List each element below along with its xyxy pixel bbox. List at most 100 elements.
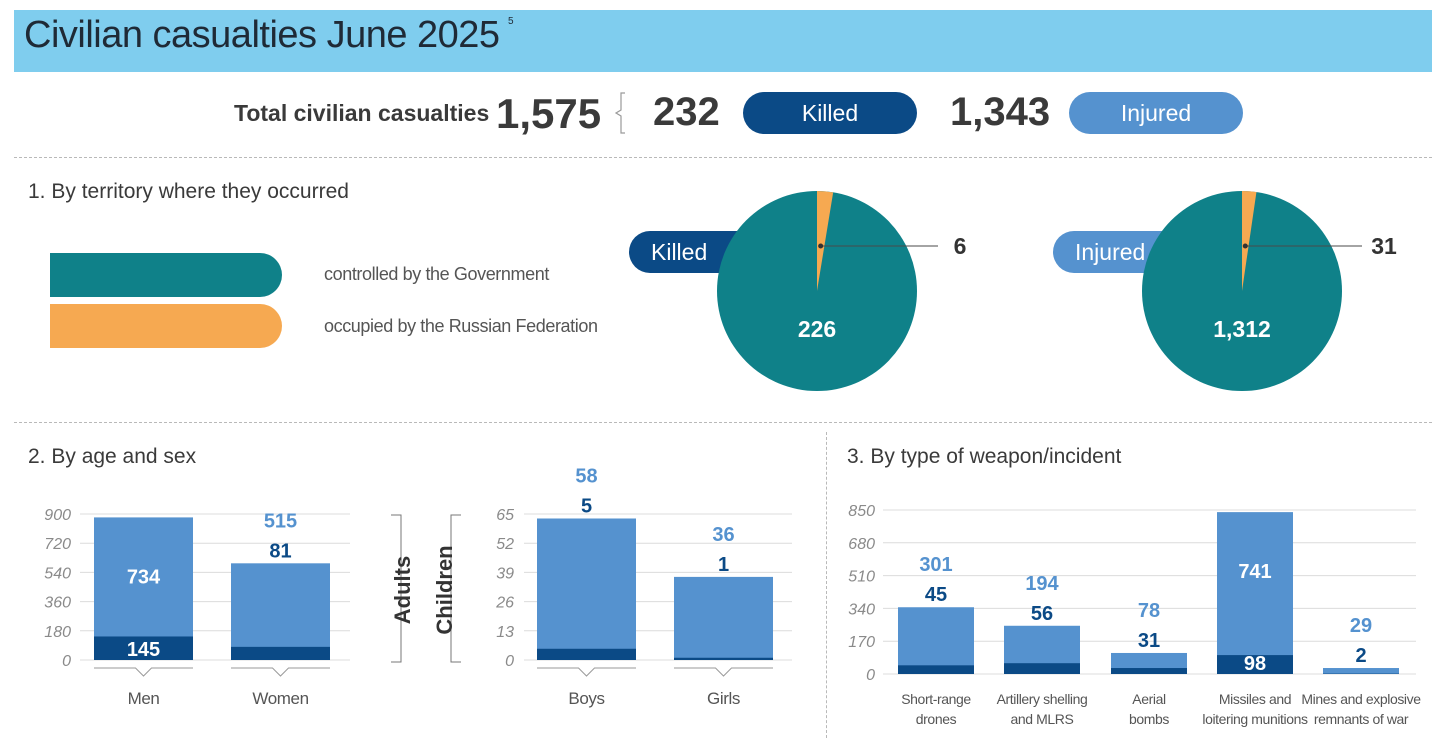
injured-pill: Injured <box>1069 92 1243 134</box>
divider-vertical <box>826 432 827 738</box>
pie-killed-pointer-dot <box>818 243 824 249</box>
bar-weapon-y-tick: 680 <box>848 536 875 553</box>
bar-weapon-category-label: Artillery shelling <box>997 691 1088 707</box>
bar-weapon-y-tick: 850 <box>848 503 875 520</box>
bar-weapon-injured-label: 29 <box>1350 615 1372 637</box>
children-bracket <box>450 514 461 663</box>
adults-label: Adults <box>390 556 415 624</box>
injured-total-number: 1,343 <box>950 90 1051 134</box>
bar-weapon-killed-label: 31 <box>1138 630 1160 652</box>
bar-children-injured-label: 36 <box>712 524 734 546</box>
bar-adults-bar-killed <box>231 646 330 660</box>
bar-adults-bar-injured <box>231 563 330 660</box>
pie-killed-slice-occupied <box>817 191 834 291</box>
legend-label-occupied: occupied by the Russian Federation <box>324 316 598 336</box>
bar-weapon-bar-injured <box>1323 668 1399 674</box>
bar-children-bar-killed <box>674 657 773 660</box>
bar-weapon-killed-label: 45 <box>925 584 947 606</box>
bar-adults-y-tick: 180 <box>44 624 71 641</box>
bar-weapon-bar-killed <box>898 665 974 674</box>
bar-adults-y-tick: 720 <box>44 536 71 553</box>
bar-weapon-y-tick: 0 <box>866 667 875 684</box>
bar-adults-category-label: Men <box>128 689 160 708</box>
bar-weapon-category-label: loitering munitions <box>1202 711 1308 727</box>
bar-weapon-injured-label: 78 <box>1138 600 1160 622</box>
adults-bracket <box>391 514 402 663</box>
bar-children-category-label: Girls <box>707 689 740 708</box>
bar-weapon-category-label: bombs <box>1129 711 1169 727</box>
bar-children-bar-injured <box>537 518 636 660</box>
legend-label-government: controlled by the Government <box>324 264 549 284</box>
bar-weapon-category-label: drones <box>916 711 957 727</box>
killed-pill: Killed <box>743 92 917 134</box>
legend-swatch-government <box>50 253 282 297</box>
pie-injured-government-value: 1,312 <box>1213 316 1271 342</box>
pie-injured-slice-occupied <box>1242 191 1257 291</box>
bar-weapon-killed-label: 2 <box>1355 645 1366 667</box>
bar-adults-category-notch <box>231 667 330 677</box>
pie-injured-occupied-value: 31 <box>1371 233 1397 259</box>
bar-weapon-bar-injured <box>1217 512 1293 674</box>
bar-weapon-category-label: Missiles and <box>1219 691 1291 707</box>
bar-children-bar-killed <box>537 648 636 660</box>
bar-children-y-tick: 26 <box>495 595 514 612</box>
bar-adults-bar-injured <box>94 517 193 660</box>
bar-children-y-tick: 39 <box>496 565 514 582</box>
bar-weapon-injured-label: 194 <box>1025 573 1059 595</box>
bar-weapon-y-tick: 340 <box>848 601 875 618</box>
children-label: Children <box>432 545 457 634</box>
bar-children-category-notch <box>537 667 636 677</box>
totals-label: Total civilian casualties <box>234 100 490 126</box>
bar-children-injured-label: 58 <box>575 465 597 487</box>
bar-children-category-notch <box>674 667 773 677</box>
bar-weapon-category-label: Mines and explosive <box>1301 691 1421 707</box>
bar-weapon-injured-label: 741 <box>1238 561 1271 583</box>
divider-top <box>14 157 1432 158</box>
bar-weapon-bar-killed <box>1004 663 1080 674</box>
bar-weapon-killed-label: 98 <box>1244 653 1266 675</box>
footnote-marker: 5 <box>508 16 514 27</box>
bar-adults-category-label: Women <box>252 689 308 708</box>
bar-adults-y-tick: 360 <box>44 595 71 612</box>
bar-adults-y-tick: 0 <box>62 653 71 670</box>
pie-killed-government-value: 226 <box>798 316 836 342</box>
section-territory-title: 1. By territory where they occurred <box>28 180 349 203</box>
bar-adults-y-tick: 540 <box>44 565 71 582</box>
bar-adults-injured-label: 734 <box>127 566 161 588</box>
pie-injured-pill-label: Injured <box>1075 239 1145 265</box>
section-weapon-title: 3. By type of weapon/incident <box>847 445 1122 468</box>
total-casualties-number: 1,575 <box>496 90 602 137</box>
bar-adults-injured-label: 515 <box>264 510 297 532</box>
bar-weapon-category-label: Aerial <box>1132 691 1166 707</box>
bar-children-bar-injured <box>674 576 773 660</box>
bar-weapon-category-label: remnants of war <box>1314 711 1409 727</box>
legend-swatch-occupied <box>50 304 282 348</box>
bracket-icon <box>614 92 625 134</box>
bar-weapon-category-label: Short-range <box>901 691 971 707</box>
bar-weapon-y-tick: 510 <box>848 569 875 586</box>
bar-weapon-y-tick: 170 <box>848 634 875 651</box>
bar-weapon-injured-label: 301 <box>919 554 952 576</box>
header-band <box>14 10 1432 72</box>
page-title: Civilian casualties June 2025 <box>24 14 500 56</box>
bar-adults-killed-label: 145 <box>127 639 160 661</box>
bar-adults-category-notch <box>94 667 193 677</box>
bar-children-y-tick: 13 <box>496 624 514 641</box>
bar-children-killed-label: 5 <box>581 495 592 517</box>
bar-weapon-category-label: and MLRS <box>1011 711 1074 727</box>
pie-injured-pointer-dot <box>1242 243 1248 249</box>
bar-children-y-tick: 0 <box>505 653 514 670</box>
bar-weapon-killed-label: 56 <box>1031 603 1053 625</box>
bar-adults-y-tick: 900 <box>44 507 71 524</box>
bar-weapon-bar-killed <box>1111 668 1187 674</box>
bar-weapon-bar-killed <box>1217 655 1293 674</box>
section-age-sex-title: 2. By age and sex <box>28 445 197 468</box>
bar-children-y-tick: 65 <box>496 507 514 524</box>
bar-weapon-bar-injured <box>898 607 974 674</box>
bar-children-y-tick: 52 <box>496 536 514 553</box>
divider-middle <box>14 422 1432 423</box>
pie-killed-occupied-value: 6 <box>954 233 967 259</box>
bar-children-category-label: Boys <box>568 689 604 708</box>
bar-children-killed-label: 1 <box>718 554 729 576</box>
